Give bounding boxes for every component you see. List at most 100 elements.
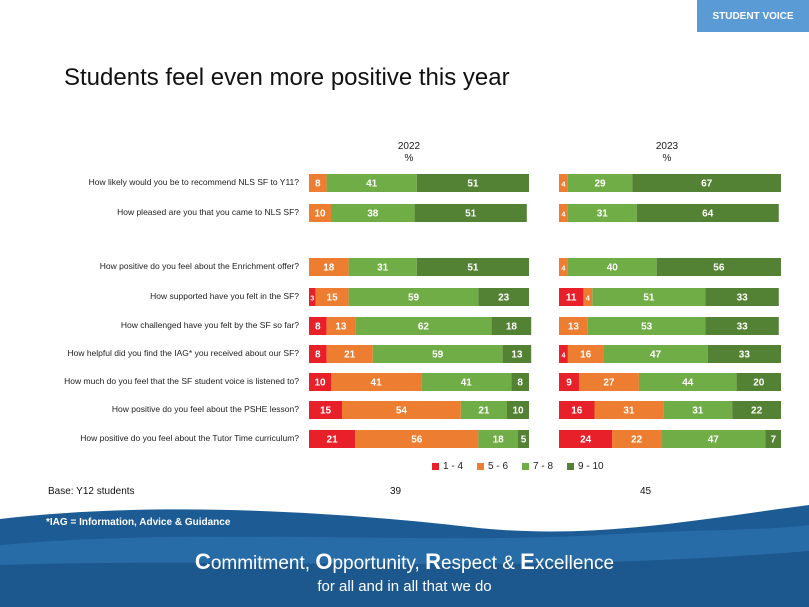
data-label: 5 — [521, 435, 527, 446]
data-label: 4 — [561, 212, 565, 219]
bar-segment — [592, 288, 706, 306]
data-label: 16 — [571, 406, 583, 417]
data-label: 8 — [517, 378, 523, 389]
data-label: 13 — [335, 322, 347, 333]
data-label: 47 — [650, 350, 662, 361]
data-label: 8 — [315, 179, 321, 190]
data-label: 4 — [561, 182, 565, 189]
data-label: 54 — [396, 406, 408, 417]
data-label: 4 — [561, 266, 565, 273]
motto-line-2: for all and in all that we do — [317, 578, 492, 595]
bar-segment — [661, 430, 766, 448]
data-label: 67 — [701, 179, 713, 190]
bar-segment — [309, 373, 331, 391]
motto-initial: R — [425, 549, 441, 574]
page-title: Students feel even more positive this ye… — [64, 64, 510, 91]
bar-segment — [326, 345, 373, 363]
data-label: 23 — [498, 293, 510, 304]
data-label: 15 — [320, 406, 332, 417]
base-label: Base: Y12 students — [48, 486, 135, 497]
base-count-2023: 45 — [640, 486, 652, 497]
data-label: 40 — [607, 263, 619, 274]
bar-segment — [309, 288, 316, 306]
data-label: 10 — [314, 209, 326, 220]
legend-swatch — [432, 463, 439, 470]
data-label: 44 — [682, 378, 694, 389]
bar-segment — [632, 174, 781, 192]
data-label: 59 — [408, 293, 420, 304]
legend-swatch — [567, 463, 575, 470]
question-label: How helpful did you find the IAG* you re… — [67, 348, 299, 358]
data-label: 22 — [631, 435, 643, 446]
data-label: 51 — [465, 209, 477, 220]
bar-segment — [559, 401, 595, 419]
data-label: 11 — [566, 293, 577, 304]
bar-segment — [326, 317, 356, 335]
bar-segment — [355, 430, 479, 448]
bar-segment — [342, 401, 461, 419]
bar-segment — [518, 430, 529, 448]
bar-segment — [705, 317, 779, 335]
data-label: 29 — [595, 179, 607, 190]
data-label: 33 — [737, 293, 749, 304]
bar-segment — [309, 174, 327, 192]
bar-segment — [511, 373, 529, 391]
legend-item: 9 - 10 — [567, 461, 604, 472]
data-label: 21 — [327, 435, 339, 446]
data-label: 13 — [568, 322, 580, 333]
data-label: 24 — [580, 435, 592, 446]
data-label: 8 — [315, 322, 321, 333]
bar-segment — [309, 401, 342, 419]
data-label: 21 — [344, 350, 356, 361]
motto-initial: O — [315, 549, 333, 574]
bar-segment — [567, 258, 657, 276]
data-label: 31 — [692, 406, 704, 417]
data-label: 20 — [753, 378, 765, 389]
bar-segment — [309, 430, 356, 448]
data-label: 33 — [739, 350, 751, 361]
bar-segment — [559, 373, 579, 391]
bar-segment — [559, 288, 584, 306]
data-label: 31 — [623, 406, 635, 417]
bar-segment — [559, 430, 613, 448]
data-label: 41 — [371, 378, 383, 389]
data-label: 4 — [586, 296, 590, 303]
bar-segment — [707, 345, 781, 363]
data-label: 18 — [506, 322, 518, 333]
bar-segment — [331, 373, 422, 391]
year-unit: % — [404, 153, 414, 164]
question-label: How much do you feel that the SF student… — [64, 376, 299, 386]
bar-segment — [567, 204, 637, 222]
motto-word: ommitment, — [210, 553, 316, 574]
bar-segment — [416, 174, 529, 192]
question-label: How positive do you feel about the Enric… — [99, 261, 299, 271]
bar-segment — [372, 345, 503, 363]
bar-segment — [355, 317, 492, 335]
bar-segment — [578, 373, 639, 391]
data-label: 10 — [512, 406, 524, 417]
bar-segment — [559, 317, 588, 335]
year-label: 2023 — [655, 141, 679, 152]
data-label: 8 — [315, 350, 321, 361]
data-label: 18 — [323, 263, 335, 274]
legend-swatch — [477, 463, 485, 470]
year-header-2022: 2022 % — [379, 141, 439, 165]
question-label: How positive do you feel about the Tutor… — [80, 433, 299, 443]
year-label: 2022 — [397, 141, 421, 152]
data-label: 4 — [561, 353, 565, 360]
bar-segment — [732, 401, 781, 419]
bar-segment — [416, 258, 529, 276]
bar-segment — [331, 204, 415, 222]
iag-footnote: *IAG = Information, Advice & Guidance — [46, 517, 231, 528]
bar-segment — [507, 401, 529, 419]
data-label: 13 — [511, 350, 523, 361]
bar-segment — [460, 401, 507, 419]
bar-segment — [309, 258, 349, 276]
footer-wave — [0, 505, 809, 607]
bar-segment — [559, 174, 568, 192]
bar-segment — [594, 401, 664, 419]
data-label: 31 — [597, 209, 609, 220]
data-label: 21 — [478, 406, 490, 417]
bar-segment — [315, 288, 349, 306]
